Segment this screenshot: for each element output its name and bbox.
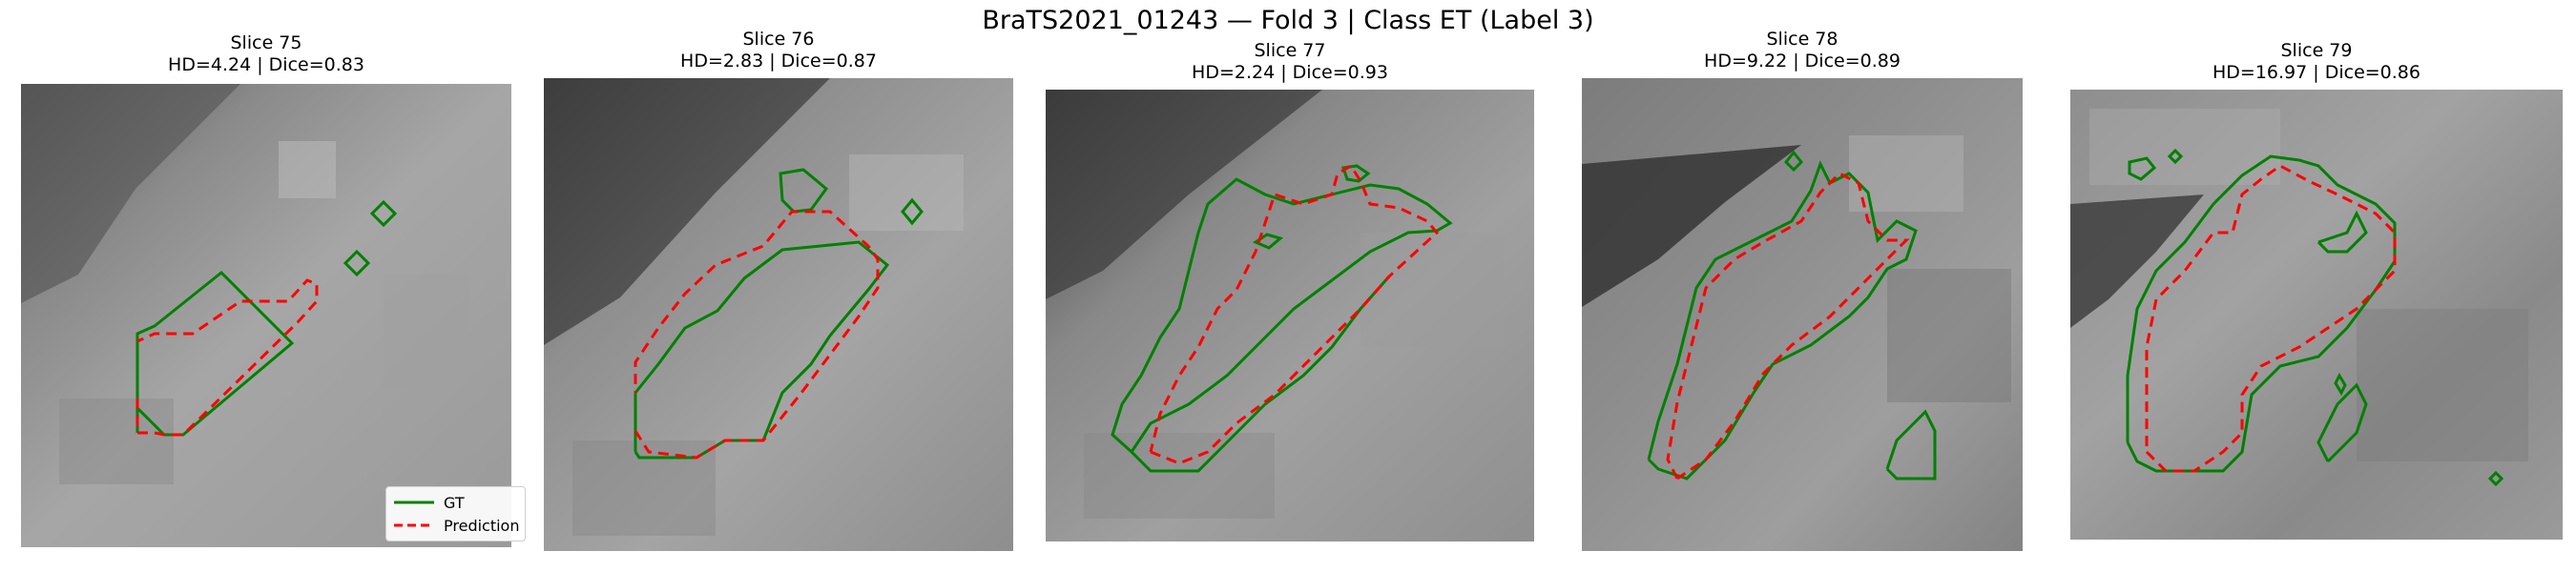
- slice-label: Slice 76: [742, 29, 815, 50]
- panel-title: Slice 79 HD=16.97 | Dice=0.86: [2070, 40, 2563, 84]
- panel-slice-78: Slice 78 HD=9.22 | Dice=0.89: [1582, 0, 2023, 572]
- slice-label: Slice 75: [230, 32, 302, 53]
- prediction-contour: [2145, 164, 2397, 473]
- panel-title: Slice 75 HD=4.24 | Dice=0.83: [21, 32, 511, 76]
- panel-slice-77: Slice 77 HD=2.24 | Dice=0.93: [1046, 0, 1534, 572]
- mri-slice-image: [2070, 90, 2563, 540]
- figure-title: BraTS2021_01243 — Fold 3 | Class ET (Lab…: [982, 6, 1594, 35]
- gt-contour: [1647, 150, 1937, 480]
- panel-slice-79: Slice 79 HD=16.97 | Dice=0.86: [2070, 0, 2563, 572]
- panel-slice-76: Slice 76 HD=2.83 | Dice=0.87: [544, 0, 1013, 572]
- gt-line-swatch: [394, 500, 434, 504]
- gt-contour: [2126, 148, 2504, 487]
- metrics-label: HD=9.22 | Dice=0.89: [1704, 51, 1901, 72]
- legend-prediction: Prediction: [394, 515, 519, 536]
- metrics-label: HD=16.97 | Dice=0.86: [2212, 62, 2420, 83]
- legend-gt-label: GT: [444, 493, 465, 512]
- panel-slice-75: Slice 75 HD=4.24 | Dice=0.83: [21, 0, 526, 572]
- legend-prediction-label: Prediction: [444, 516, 520, 535]
- panel-title: Slice 77 HD=2.24 | Dice=0.93: [1046, 40, 1534, 84]
- gt-contour: [135, 199, 398, 437]
- prediction-contour: [1666, 172, 1910, 480]
- slice-label: Slice 79: [2280, 40, 2353, 61]
- legend: GT Prediction: [385, 486, 526, 541]
- legend-gt: GT: [394, 492, 465, 513]
- prediction-line-swatch: [394, 523, 434, 527]
- panel-title: Slice 76 HD=2.83 | Dice=0.87: [544, 29, 1013, 72]
- panel-title: Slice 78 HD=9.22 | Dice=0.89: [1582, 29, 2023, 72]
- metrics-label: HD=2.83 | Dice=0.87: [680, 51, 877, 72]
- mri-slice-image: [1046, 90, 1534, 541]
- gt-contour: [1111, 164, 1453, 473]
- metrics-label: HD=4.24 | Dice=0.83: [168, 54, 364, 75]
- slice-label: Slice 78: [1766, 29, 1839, 50]
- mri-slice-image: [1582, 78, 2023, 551]
- metrics-label: HD=2.24 | Dice=0.93: [1192, 62, 1388, 83]
- slice-label: Slice 77: [1254, 40, 1326, 61]
- prediction-contour: [135, 278, 319, 437]
- mri-slice-image: [544, 78, 1013, 551]
- mri-slice-image: [21, 84, 511, 547]
- prediction-contour: [634, 210, 880, 460]
- prediction-contour: [1149, 163, 1440, 465]
